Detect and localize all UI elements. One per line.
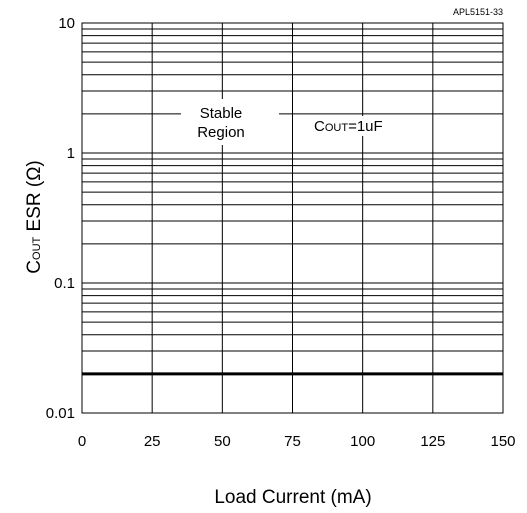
y-tick-label: 1	[67, 145, 75, 162]
x-axis-label: Load Current (mA)	[214, 487, 371, 508]
stable-region-line2: Region	[197, 124, 245, 141]
x-tick-label: 100	[350, 433, 375, 450]
y-tick-label: 0.01	[46, 405, 75, 422]
condition-label: COUT=1uF	[309, 116, 409, 136]
condition-text: COUT=1uF	[314, 118, 383, 135]
y-axis-label: COUT ESR (Ω)	[24, 160, 45, 273]
y-tick-label: 0.1	[54, 275, 75, 292]
x-tick-label: 50	[214, 433, 231, 450]
x-tick-label: 150	[490, 433, 515, 450]
stable-region-label: Stable Region	[181, 99, 279, 145]
x-tick-label: 25	[144, 433, 161, 450]
grid-lines	[82, 23, 503, 413]
x-tick-label: 125	[420, 433, 445, 450]
x-tick-label: 0	[78, 433, 86, 450]
x-tick-label: 75	[284, 433, 301, 450]
stable-region-line1: Stable	[200, 105, 243, 122]
y-tick-label: 10	[58, 15, 75, 32]
x-tick-labels: 0 25 50 75 100 125 150	[78, 433, 516, 450]
plot-frame	[81, 22, 504, 414]
figure-code: APL5151-33	[453, 7, 503, 17]
y-tick-labels: 0.01 0.1 1 10	[46, 15, 75, 422]
